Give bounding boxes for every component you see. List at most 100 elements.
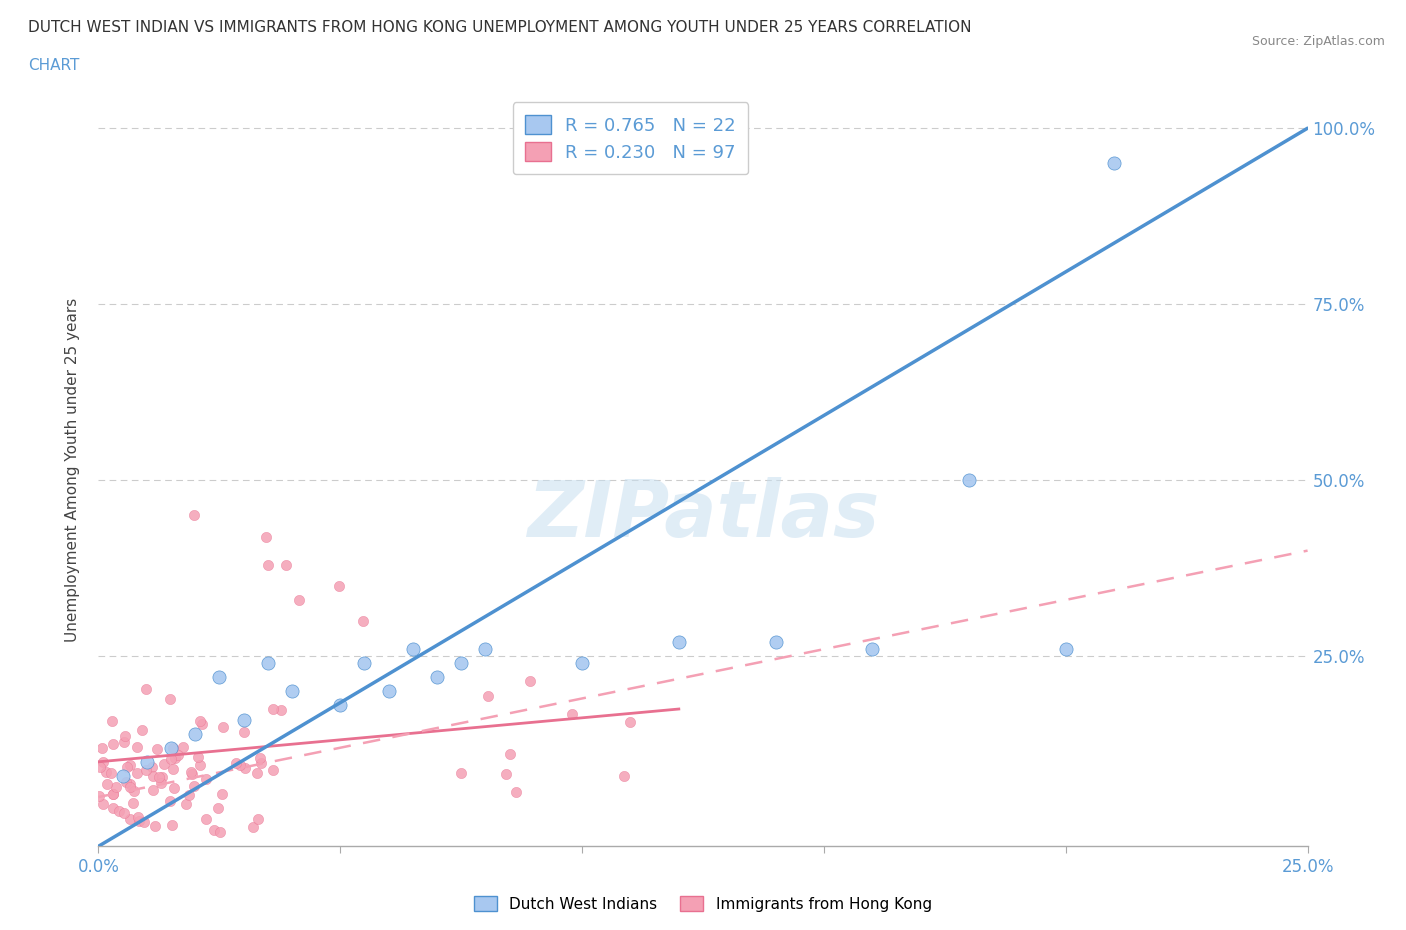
Point — [108, 804, 131, 818]
Text: ZIPatlas: ZIPatlas — [527, 477, 879, 552]
Point — [328, 578, 350, 593]
Point — [505, 785, 527, 800]
Point — [619, 714, 641, 729]
Point — [561, 707, 583, 722]
Point — [128, 814, 150, 829]
Point — [262, 763, 284, 777]
Point — [232, 712, 254, 727]
Point — [450, 765, 472, 780]
Legend: Dutch West Indians, Immigrants from Hong Kong: Dutch West Indians, Immigrants from Hong… — [468, 889, 938, 918]
Point — [131, 723, 153, 737]
Point — [249, 751, 271, 765]
Point — [120, 779, 142, 794]
Point — [127, 810, 149, 825]
Point — [450, 656, 472, 671]
Point — [477, 689, 499, 704]
Point — [247, 812, 270, 827]
Point — [377, 684, 399, 698]
Point — [146, 742, 169, 757]
Legend: R = 0.765   N = 22, R = 0.230   N = 97: R = 0.765 N = 22, R = 0.230 N = 97 — [513, 102, 748, 174]
Point — [860, 642, 883, 657]
Point — [957, 472, 980, 487]
Point — [270, 702, 292, 717]
Point — [101, 786, 124, 801]
Point — [233, 724, 256, 739]
Point — [183, 779, 205, 794]
Point — [100, 766, 122, 781]
Point — [1054, 642, 1077, 657]
Point — [174, 797, 197, 812]
Point — [183, 508, 205, 523]
Text: DUTCH WEST INDIAN VS IMMIGRANTS FROM HONG KONG UNEMPLOYMENT AMONG YOUTH UNDER 25: DUTCH WEST INDIAN VS IMMIGRANTS FROM HON… — [28, 20, 972, 35]
Point — [177, 787, 200, 802]
Point — [135, 754, 157, 769]
Point — [571, 656, 593, 671]
Point — [143, 818, 166, 833]
Point — [162, 762, 184, 777]
Point — [353, 656, 375, 671]
Point — [118, 811, 141, 826]
Point — [181, 766, 204, 781]
Point — [115, 760, 138, 775]
Point — [163, 780, 186, 795]
Point — [233, 761, 256, 776]
Point — [246, 765, 269, 780]
Point — [150, 776, 173, 790]
Point — [250, 756, 273, 771]
Point — [165, 751, 187, 765]
Point — [112, 735, 135, 750]
Point — [125, 765, 148, 780]
Point — [94, 765, 117, 780]
Point — [162, 741, 184, 756]
Point — [91, 797, 114, 812]
Point — [150, 769, 173, 784]
Point — [195, 771, 218, 786]
Point — [288, 592, 311, 607]
Point — [187, 750, 209, 764]
Point — [91, 754, 114, 769]
Point — [262, 702, 284, 717]
Point — [257, 557, 280, 572]
Point — [254, 529, 277, 544]
Point — [159, 751, 181, 766]
Point — [765, 634, 787, 649]
Point — [122, 783, 145, 798]
Point — [190, 758, 212, 773]
Point — [207, 801, 229, 816]
Point — [191, 716, 214, 731]
Point — [613, 768, 636, 783]
Point — [103, 801, 125, 816]
Point — [172, 739, 194, 754]
Point — [225, 755, 247, 770]
Point — [474, 642, 496, 657]
Text: CHART: CHART — [28, 58, 80, 73]
Point — [114, 728, 136, 743]
Point — [495, 766, 517, 781]
Point — [276, 557, 298, 572]
Point — [91, 740, 114, 755]
Point — [256, 656, 278, 671]
Point — [281, 684, 304, 698]
Point — [159, 691, 181, 706]
Point — [167, 748, 190, 763]
Point — [134, 815, 156, 830]
Point — [208, 670, 231, 684]
Point — [188, 713, 211, 728]
Point — [148, 770, 170, 785]
Point — [125, 740, 148, 755]
Point — [104, 780, 127, 795]
Point — [668, 634, 690, 649]
Point — [184, 726, 207, 741]
Y-axis label: Unemployment Among Youth under 25 years: Unemployment Among Youth under 25 years — [65, 298, 80, 642]
Point — [89, 789, 111, 804]
Point — [499, 747, 522, 762]
Point — [122, 796, 145, 811]
Point — [101, 737, 124, 751]
Point — [111, 768, 134, 783]
Point — [142, 768, 165, 783]
Point — [135, 682, 157, 697]
Point — [153, 757, 176, 772]
Point — [89, 759, 111, 774]
Point — [141, 759, 163, 774]
Point — [208, 825, 231, 840]
